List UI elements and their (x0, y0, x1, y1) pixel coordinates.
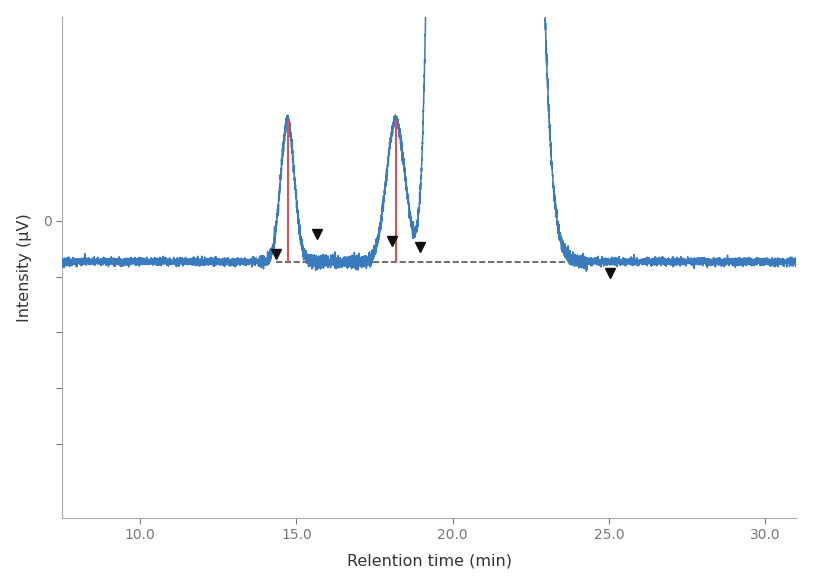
Y-axis label: Intensity (μV): Intensity (μV) (17, 213, 32, 322)
X-axis label: Relention time (min): Relention time (min) (346, 553, 511, 569)
